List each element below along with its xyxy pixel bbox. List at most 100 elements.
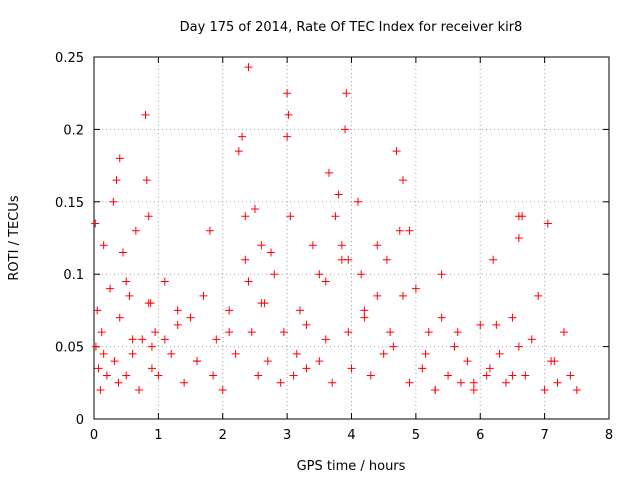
data-point [142, 176, 151, 185]
chart-title: Day 175 of 2014, Rate Of TEC Index for r… [180, 20, 523, 35]
data-point [495, 349, 504, 358]
data-point [114, 378, 123, 387]
data-point [270, 270, 279, 279]
data-point [344, 328, 353, 337]
data-point [431, 386, 440, 395]
data-point [144, 299, 153, 308]
data-point [131, 226, 140, 235]
data-point [283, 132, 292, 141]
data-point [238, 132, 247, 141]
data-point [244, 63, 253, 72]
data-point [553, 378, 562, 387]
data-point [334, 190, 343, 199]
data-point [173, 320, 182, 329]
data-point [302, 364, 311, 373]
data-point [386, 328, 395, 337]
data-point [395, 226, 404, 235]
data-point [315, 357, 324, 366]
data-point [382, 255, 391, 264]
data-point [341, 125, 350, 134]
y-tick-label: 0.05 [55, 341, 84, 356]
data-point [257, 299, 266, 308]
data-point [453, 328, 462, 337]
data-point [514, 212, 523, 221]
data-point [514, 342, 523, 351]
data-point [254, 371, 263, 380]
data-point [399, 176, 407, 185]
data-point [128, 349, 137, 358]
data-point [231, 349, 240, 358]
data-point [110, 357, 119, 366]
data-point [463, 357, 472, 366]
data-point [514, 234, 523, 242]
data-point [392, 147, 401, 156]
data-point [559, 328, 568, 337]
data-point [347, 364, 356, 373]
data-point [344, 255, 353, 264]
data-point [115, 313, 124, 322]
data-point [456, 378, 465, 387]
data-point [279, 328, 288, 337]
data-point [296, 306, 304, 315]
data-point [147, 342, 156, 351]
x-tick-label: 0 [90, 428, 98, 443]
x-tick-label: 3 [283, 428, 291, 443]
data-point [199, 291, 208, 300]
data-point [379, 349, 388, 358]
data-point [543, 219, 552, 228]
data-point [342, 89, 351, 98]
data-point [485, 364, 494, 373]
data-point [97, 328, 106, 337]
data-point [353, 197, 362, 206]
data-point [444, 371, 453, 380]
data-point [482, 371, 491, 380]
data-point [96, 386, 105, 395]
data-point [225, 306, 234, 315]
data-point [405, 378, 414, 387]
data-point [286, 212, 295, 221]
data-point [508, 371, 517, 380]
data-point [276, 378, 285, 387]
x-tick-label: 1 [154, 428, 162, 443]
data-point [469, 386, 478, 395]
data-point [205, 226, 214, 235]
data-point [257, 241, 266, 250]
data-point [263, 357, 272, 366]
data-point [234, 147, 243, 156]
data-point [99, 349, 108, 358]
data-point [331, 212, 340, 221]
data-point [373, 241, 382, 250]
data-point [437, 313, 446, 322]
data-point [405, 226, 414, 235]
data-point [321, 335, 330, 344]
data-point [437, 270, 446, 279]
data-point [122, 371, 131, 380]
x-tick-label: 7 [540, 428, 548, 443]
data-point [321, 277, 330, 286]
data-point [508, 313, 517, 322]
data-point [91, 342, 100, 351]
data-point [160, 335, 169, 344]
data-point [328, 378, 337, 387]
data-point [118, 248, 127, 257]
data-point [502, 378, 510, 387]
data-point [180, 378, 189, 387]
data-point [418, 364, 427, 373]
y-tick-label: 0.25 [55, 51, 84, 66]
data-point [389, 342, 398, 351]
y-tick-label: 0.15 [55, 196, 84, 211]
data-point [122, 277, 131, 286]
x-tick-label: 4 [347, 428, 355, 443]
data-point [373, 291, 382, 300]
data-point [324, 168, 333, 177]
data-point [225, 328, 234, 337]
data-point [209, 371, 218, 380]
data-point [566, 371, 575, 380]
data-point [128, 335, 137, 344]
data-point [283, 89, 292, 98]
data-point [151, 328, 160, 337]
data-point [469, 378, 478, 387]
data-point [186, 313, 195, 322]
data-point [527, 335, 536, 344]
data-point [492, 320, 501, 329]
